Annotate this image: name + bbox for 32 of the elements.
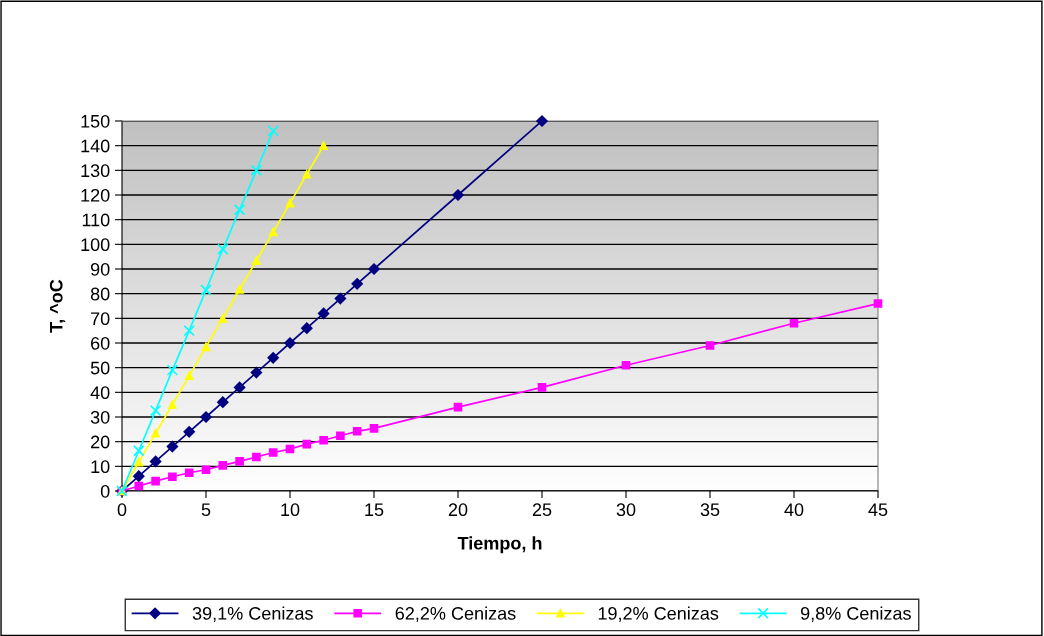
y-tick-label: 90 xyxy=(90,262,110,276)
y-tick-label: 70 xyxy=(91,312,110,326)
x-tick-label: 20 xyxy=(448,503,468,517)
y-tick-label: 130 xyxy=(81,164,110,178)
x-tick-label: 45 xyxy=(868,503,888,517)
y-axis-title: T, ^oC xyxy=(49,279,66,333)
legend-label: 19,2% Cenizas xyxy=(598,606,719,622)
legend-label: 39,1% Cenizas xyxy=(192,606,313,622)
y-tick-label: 100 xyxy=(81,238,110,252)
x-tick-label: 0 xyxy=(117,503,127,517)
y-tick-label: 10 xyxy=(91,460,110,474)
x-tick-label: 40 xyxy=(784,503,804,517)
y-tick-label: 60 xyxy=(91,336,110,350)
y-tick-label: 20 xyxy=(91,435,110,449)
x-tick-label: 5 xyxy=(201,503,211,517)
x-tick-label: 30 xyxy=(616,503,636,517)
y-tick-label: 150 xyxy=(81,114,110,128)
y-tick-label: 50 xyxy=(90,361,110,375)
y-tick-label: 120 xyxy=(81,188,110,202)
y-tick-label: 110 xyxy=(82,213,110,227)
legend-label: 62,2% Cenizas xyxy=(395,606,516,622)
y-tick-label: 0 xyxy=(100,484,110,498)
y-tick-label: 40 xyxy=(90,386,110,400)
x-tick-label: 25 xyxy=(532,503,552,517)
x-tick-label: 10 xyxy=(281,503,300,517)
legend-label: 9,8% Cenizas xyxy=(800,606,911,622)
x-tick-label: 35 xyxy=(700,503,720,517)
y-tick-label: 140 xyxy=(81,139,110,153)
y-tick-label: 30 xyxy=(90,410,110,424)
x-tick-label: 15 xyxy=(365,503,384,517)
y-tick-label: 80 xyxy=(90,287,110,301)
x-axis-title: Tiempo, h xyxy=(457,536,542,554)
